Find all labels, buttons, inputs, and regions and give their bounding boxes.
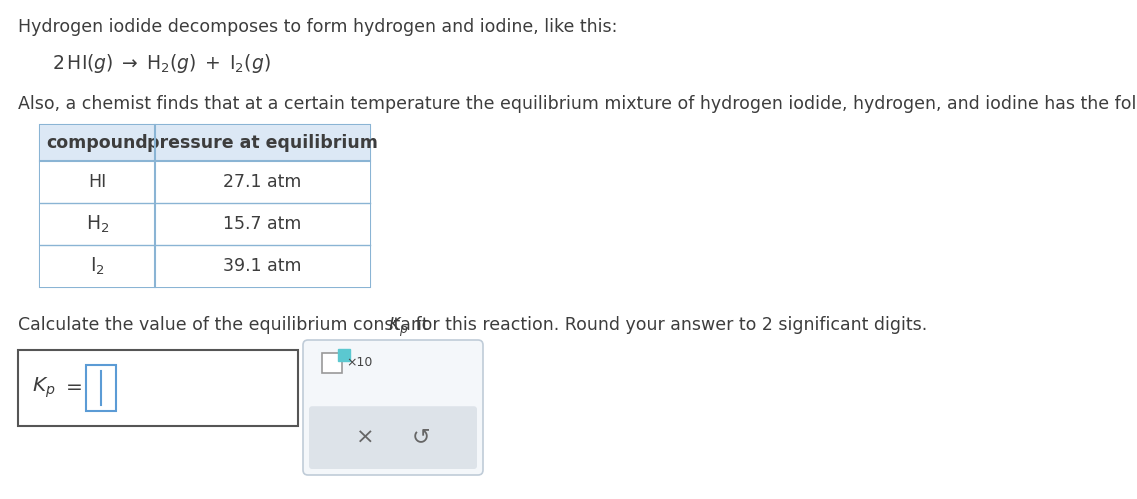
Text: $K_p$: $K_p$ [388,316,408,339]
FancyBboxPatch shape [309,406,478,469]
Text: for this reaction. Round your answer to 2 significant digits.: for this reaction. Round your answer to … [410,316,928,334]
Bar [322,353,342,373]
Text: Hydrogen iodide decomposes to form hydrogen and iodine, like this:: Hydrogen iodide decomposes to form hydro… [18,18,617,36]
Bar [18,350,298,426]
Bar [40,203,370,245]
Text: $\mathrm{H_2}$: $\mathrm{H_2}$ [85,214,109,235]
Text: 15.7 atm: 15.7 atm [223,215,301,233]
Text: $2\,\mathrm{HI}(g)\;\rightarrow\;\mathrm{H_2}(g)\;+\;\mathrm{I_2}(g)$: $2\,\mathrm{HI}(g)\;\rightarrow\;\mathrm… [52,52,271,75]
Bar [40,245,370,287]
Text: ×: × [356,428,374,448]
Text: Calculate the value of the equilibrium constant: Calculate the value of the equilibrium c… [18,316,434,334]
Text: 27.1 atm: 27.1 atm [223,173,301,191]
Text: HI: HI [89,173,107,191]
Text: $K_p$: $K_p$ [32,376,56,400]
Bar [40,161,370,203]
Bar [338,349,350,361]
Text: $\mathrm{I_2}$: $\mathrm{I_2}$ [90,255,105,276]
Text: compound: compound [47,134,148,152]
Text: pressure at equilibrium: pressure at equilibrium [147,134,377,152]
Bar [40,125,370,287]
Bar [310,351,476,403]
Text: ↺: ↺ [412,428,430,448]
Text: ×10: ×10 [346,356,373,369]
FancyBboxPatch shape [302,340,483,475]
Text: Also, a chemist finds that at a certain temperature the equilibrium mixture of h: Also, a chemist finds that at a certain … [18,95,1137,113]
Bar [86,365,116,411]
Text: =: = [66,379,83,398]
Text: 39.1 atm: 39.1 atm [223,257,301,275]
Bar [40,125,370,161]
